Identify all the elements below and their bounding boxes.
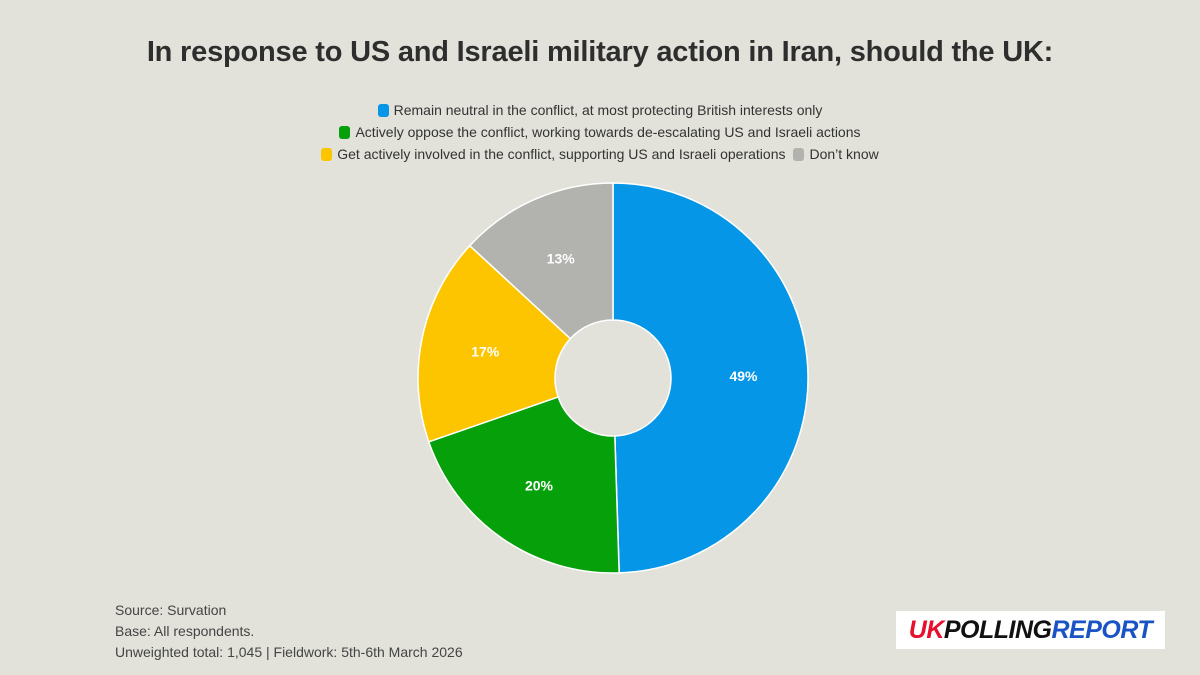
source-note: Source: Survation xyxy=(115,602,227,618)
chart-title: In response to US and Israeli military a… xyxy=(146,36,1054,68)
legend-label-neutral: Remain neutral in the conflict, at most … xyxy=(393,102,823,118)
legend-item-dont-know: Don’t know xyxy=(793,143,879,165)
legend-swatch-dont-know xyxy=(793,147,805,161)
legend-swatch-neutral xyxy=(377,103,389,117)
data-label-neutral: 49% xyxy=(729,368,758,384)
slice-neutral xyxy=(612,182,809,574)
legend-item-involved: Get actively involved in the conflict, s… xyxy=(321,143,785,165)
data-label-dont-know: 13% xyxy=(547,250,576,266)
logo-report: REPORT xyxy=(1051,615,1153,644)
legend-label-dont-know: Don’t know xyxy=(809,146,879,162)
data-label-oppose: 20% xyxy=(525,477,554,493)
legend-label-oppose: Actively oppose the conflict, working to… xyxy=(355,124,861,140)
legend-label-involved: Get actively involved in the conflict, s… xyxy=(337,146,786,162)
slice-dont-know xyxy=(468,182,614,340)
data-label-involved: 17% xyxy=(471,343,500,359)
legend-item-neutral: Remain neutral in the conflict, at most … xyxy=(377,99,823,121)
ukpollingreport-logo: UK POLLING REPORT xyxy=(896,611,1165,649)
legend-swatch-involved xyxy=(321,147,333,161)
legend-swatch-oppose xyxy=(339,125,351,139)
chart-footer: Source: Survation Base: All respondents.… xyxy=(115,600,463,663)
logo-uk: UK xyxy=(908,615,945,644)
base-note: Base: All respondents. xyxy=(115,623,255,639)
slice-oppose xyxy=(427,396,620,574)
legend-item-oppose: Actively oppose the conflict, working to… xyxy=(339,121,861,143)
fieldwork-note: Unweighted total: 1,045 | Fieldwork: 5th… xyxy=(115,644,463,660)
logo-polling: POLLING xyxy=(943,615,1052,644)
chart-legend: Remain neutral in the conflict, at most … xyxy=(0,99,1200,165)
slice-involved xyxy=(417,244,572,443)
